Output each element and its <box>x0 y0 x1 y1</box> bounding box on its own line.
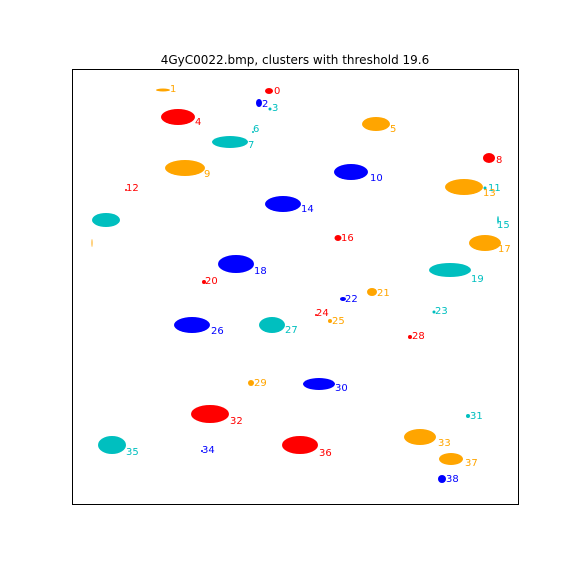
cluster-30-blob <box>303 378 335 390</box>
cluster-13-label: 13 <box>483 188 496 199</box>
cluster-22-label: 22 <box>345 294 358 305</box>
cluster-2-label: 2 <box>262 99 268 110</box>
cluster-25-label: 25 <box>332 316 345 327</box>
unlabeled-cluster-1-blob <box>92 213 120 227</box>
cluster-21-label: 21 <box>377 288 390 299</box>
cluster-29-label: 29 <box>254 378 267 389</box>
cluster-29-blob <box>248 380 254 386</box>
cluster-20-label: 20 <box>205 276 218 287</box>
cluster-15-label: 15 <box>497 220 510 231</box>
cluster-9-blob <box>165 160 205 176</box>
cluster-0-blob <box>265 88 273 94</box>
cluster-8-label: 8 <box>496 155 502 166</box>
cluster-30-label: 30 <box>335 383 348 394</box>
cluster-38-label: 38 <box>446 474 459 485</box>
cluster-5-label: 5 <box>390 124 396 135</box>
cluster-0-label: 0 <box>274 86 280 97</box>
cluster-31-label: 31 <box>470 411 483 422</box>
cluster-24-blob <box>315 314 317 316</box>
cluster-2-blob <box>256 99 262 107</box>
cluster-22-blob <box>340 297 346 301</box>
cluster-35-blob <box>98 436 126 454</box>
cluster-23-blob <box>432 310 436 314</box>
cluster-10-blob <box>334 164 368 180</box>
cluster-6-label: 6 <box>253 124 259 135</box>
cluster-14-label: 14 <box>301 204 314 215</box>
cluster-9-label: 9 <box>204 169 210 180</box>
cluster-34-label: 34 <box>202 445 215 456</box>
plot-frame <box>72 69 519 505</box>
cluster-4-blob <box>161 109 195 125</box>
cluster-32-label: 32 <box>230 416 243 427</box>
cluster-26-blob <box>174 317 210 333</box>
cluster-8-blob <box>483 153 495 163</box>
cluster-16-blob <box>334 235 342 241</box>
unlabeled-cluster-2-blob <box>91 239 93 247</box>
cluster-1-label: 1 <box>170 84 176 95</box>
cluster-18-label: 18 <box>254 266 267 277</box>
cluster-20-blob <box>202 280 206 284</box>
cluster-10-label: 10 <box>370 173 383 184</box>
cluster-33-label: 33 <box>438 438 451 449</box>
cluster-1-blob <box>156 88 170 92</box>
cluster-layer <box>91 88 501 483</box>
cluster-33-blob <box>404 429 436 445</box>
cluster-11-label: 11 <box>488 183 501 194</box>
cluster-27-blob <box>259 317 285 333</box>
cluster-17-label: 17 <box>498 244 511 255</box>
cluster-36-label: 36 <box>319 448 332 459</box>
cluster-31-blob <box>466 414 470 418</box>
cluster-32-blob <box>191 405 229 423</box>
cluster-38-blob <box>438 475 446 483</box>
cluster-23-label: 23 <box>435 306 448 317</box>
cluster-34-blob <box>201 450 203 452</box>
cluster-6-blob <box>252 131 254 133</box>
cluster-17-blob <box>469 235 501 251</box>
cluster-7-blob <box>212 136 248 148</box>
cluster-28-label: 28 <box>412 331 425 342</box>
cluster-28-blob <box>408 335 412 339</box>
cluster-19-blob <box>429 263 471 277</box>
cluster-14-blob <box>265 196 301 212</box>
cluster-12-blob <box>125 189 127 191</box>
cluster-12-label: 12 <box>126 183 139 194</box>
cluster-7-label: 7 <box>248 140 254 151</box>
cluster-3-label: 3 <box>272 103 278 114</box>
cluster-26-label: 26 <box>211 326 224 337</box>
cluster-19-label: 19 <box>471 274 484 285</box>
cluster-21-blob <box>367 288 377 296</box>
cluster-25-blob <box>328 319 332 323</box>
cluster-4-label: 4 <box>195 117 201 128</box>
cluster-18-blob <box>218 255 254 273</box>
cluster-3-blob <box>268 107 272 111</box>
cluster-37-blob <box>439 453 463 465</box>
cluster-24-label: 24 <box>316 308 329 319</box>
cluster-13-blob <box>445 179 483 195</box>
cluster-35-label: 35 <box>126 447 139 458</box>
cluster-37-label: 37 <box>465 458 478 469</box>
cluster-27-label: 27 <box>285 325 298 336</box>
cluster-16-label: 16 <box>341 233 354 244</box>
cluster-15-blob <box>497 216 499 224</box>
cluster-11-blob <box>483 186 487 190</box>
chart-title: 4GyC0022.bmp, clusters with threshold 19… <box>161 53 430 67</box>
cluster-5-blob <box>362 117 390 131</box>
cluster-36-blob <box>282 436 318 454</box>
